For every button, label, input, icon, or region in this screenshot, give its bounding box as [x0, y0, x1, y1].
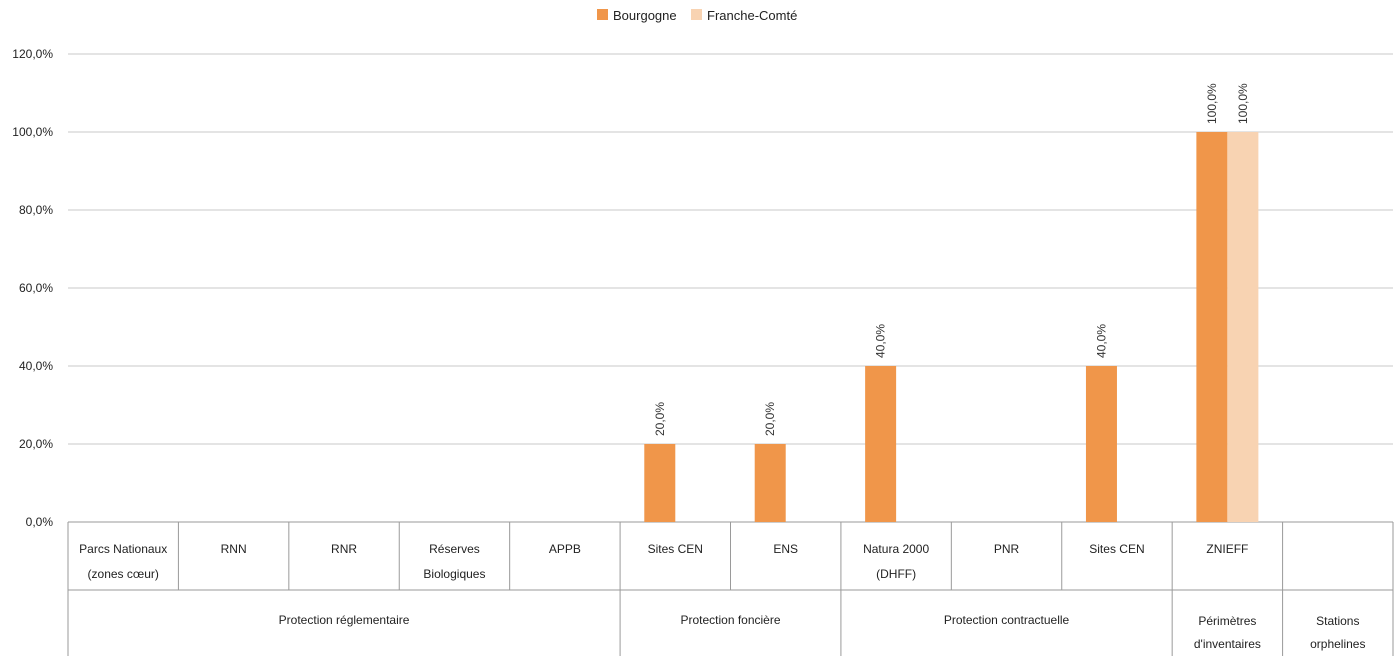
group-label: orphelines [1310, 637, 1365, 651]
category-label: ZNIEFF [1206, 542, 1248, 556]
category-label: (DHFF) [876, 567, 916, 581]
group-label: Périmètres [1198, 614, 1256, 628]
bar-bourgogne [1085, 366, 1117, 522]
category-label: Réserves [429, 542, 480, 556]
category-label: PNR [994, 542, 1020, 556]
y-tick-label: 20,0% [19, 437, 53, 451]
x-axis: Parcs Nationaux (zones cœur) RNN RNR Réserve… [67, 522, 1394, 656]
bars [644, 132, 1259, 522]
data-label: 40,0% [874, 324, 888, 358]
y-tick-label: 0,0% [26, 515, 54, 529]
legend: Bourgogne Franche-Comté [597, 8, 797, 23]
category-label: Biologiques [423, 567, 485, 581]
bar-bourgogne [865, 366, 897, 522]
group-label: Protection contractuelle [944, 613, 1070, 627]
group-label: Stations [1316, 614, 1359, 628]
category-label: RNR [331, 542, 357, 556]
legend-label: Bourgogne [613, 8, 677, 23]
y-tick-label: 60,0% [19, 281, 53, 295]
category-label: Sites CEN [648, 542, 703, 556]
bar-bourgogne [754, 444, 786, 522]
category-label: RNN [221, 542, 247, 556]
data-labels: 20,0% 20,0% 40,0% 40,0% 100,0% 100,0% [653, 83, 1250, 436]
category-label: ENS [773, 542, 798, 556]
gridlines [68, 53, 1393, 523]
group-label: Protection foncière [680, 613, 780, 627]
y-tick-label: 40,0% [19, 359, 53, 373]
group-label: Protection réglementaire [279, 613, 410, 627]
y-tick-label: 100,0% [12, 125, 53, 139]
category-label: APPB [549, 542, 581, 556]
data-label: 20,0% [653, 402, 667, 436]
y-tick-label: 80,0% [19, 203, 53, 217]
category-label: Parcs Nationaux [79, 542, 167, 556]
data-label: 100,0% [1205, 83, 1219, 124]
data-label: 20,0% [763, 402, 777, 436]
data-label: 40,0% [1094, 324, 1108, 358]
category-label: (zones cœur) [88, 567, 159, 581]
group-label: d'inventaires [1194, 637, 1261, 651]
y-axis: 0,0% 20,0% 40,0% 60,0% 80,0% 100,0% 120,0% [12, 47, 53, 529]
category-label: Natura 2000 [863, 542, 929, 556]
legend-label: Franche-Comté [707, 8, 797, 23]
y-tick-label: 120,0% [12, 47, 53, 61]
legend-swatch [691, 9, 702, 20]
category-label: Sites CEN [1089, 542, 1144, 556]
bar-bourgogne [1196, 132, 1228, 522]
bar-bourgogne [644, 444, 676, 522]
bar-franche-comt- [1227, 132, 1259, 522]
data-label: 100,0% [1236, 83, 1250, 124]
legend-swatch [597, 9, 608, 20]
